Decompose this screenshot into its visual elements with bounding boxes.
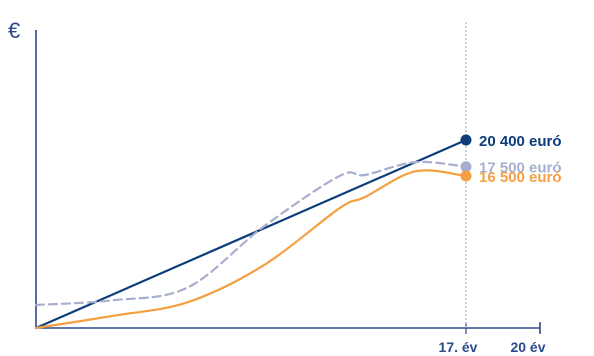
series-end-point-2 [460,161,472,173]
series-end-point-3 [460,170,472,182]
series-line-2 [34,160,468,307]
series-line-3 [34,169,468,330]
series-end-label-3: 16 500 euró [479,169,562,186]
series-end-point-1 [460,134,472,146]
series-end-label-1: 20 400 euró [479,133,562,150]
x-tick-label-20: 20 év [510,339,545,355]
series-end-label-2: 17 500 euró [479,160,562,177]
y-axis-label: € [8,18,20,43]
x-tick-label-17: 17. év [439,339,478,355]
series-group [34,134,472,330]
series-line-1 [34,138,468,330]
